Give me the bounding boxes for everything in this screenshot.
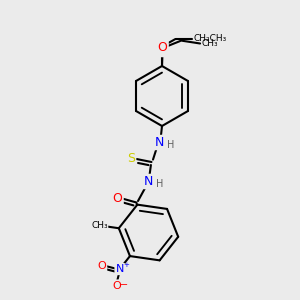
Text: CH₃: CH₃: [202, 39, 218, 48]
Text: H: H: [156, 179, 164, 189]
Text: N: N: [144, 175, 153, 188]
Text: +: +: [124, 262, 130, 268]
Text: CH₃: CH₃: [91, 221, 108, 230]
Text: O: O: [158, 41, 167, 55]
Text: N: N: [116, 264, 124, 274]
Text: CH₂CH₃: CH₂CH₃: [194, 34, 227, 43]
Text: O: O: [112, 280, 121, 290]
Text: O: O: [98, 261, 106, 271]
Text: O: O: [157, 43, 167, 56]
Text: −: −: [120, 280, 128, 290]
Text: N: N: [154, 136, 164, 149]
Text: S: S: [127, 152, 135, 166]
Text: H: H: [167, 140, 174, 150]
Text: O: O: [113, 191, 122, 205]
